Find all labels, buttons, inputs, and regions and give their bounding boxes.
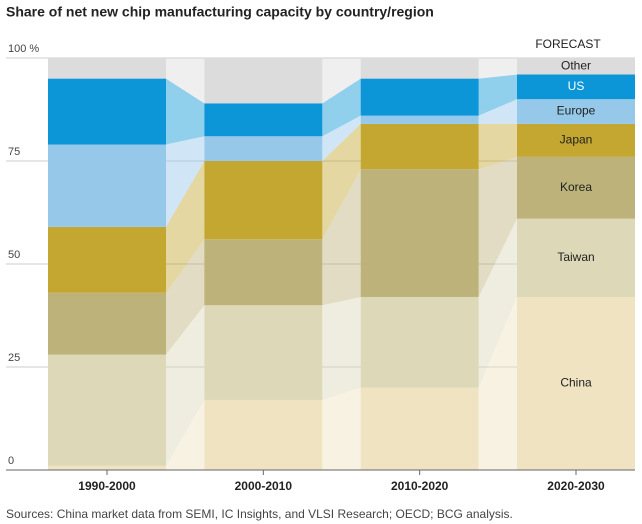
bar-segment: [360, 123, 479, 170]
ribbon: [166, 399, 205, 470]
y-tick-label: 75: [8, 146, 20, 158]
ribbon: [166, 78, 205, 145]
bar-segment: [517, 156, 635, 219]
y-tick-label: 0: [8, 455, 14, 467]
bar-segment: [48, 58, 166, 79]
ribbon: [478, 74, 517, 116]
y-tick-label: 50: [8, 249, 20, 261]
ribbon: [478, 218, 517, 388]
bar-segment: [48, 226, 166, 293]
bar-segment: [204, 305, 323, 400]
ribbons: [166, 58, 517, 470]
bar-segment: [517, 99, 635, 124]
series-label: Taiwan: [557, 250, 594, 264]
x-tick-label: 2010-2020: [391, 479, 449, 493]
ribbon: [166, 58, 205, 104]
ribbon: [166, 161, 205, 293]
bar-segment: [360, 58, 479, 79]
bar-segment: [204, 161, 323, 240]
bar-segment: [204, 103, 323, 137]
series-label: US: [568, 79, 585, 93]
bar-segment: [517, 74, 635, 100]
series-label: Japan: [560, 133, 593, 147]
series-label: Europe: [557, 104, 596, 118]
ribbon: [322, 387, 361, 470]
ribbon: [322, 78, 361, 137]
bar-segment: [360, 387, 479, 470]
x-tick-label: 2000-2010: [235, 479, 293, 493]
y-tick-label: 25: [8, 352, 20, 364]
series-label: China: [560, 376, 592, 390]
ribbon: [322, 123, 361, 240]
series-label: Other: [561, 58, 591, 72]
ribbon: [478, 296, 517, 470]
ribbon: [322, 115, 361, 161]
source: Sources: China market data from SEMI, IC…: [6, 507, 513, 521]
ribbon: [166, 136, 205, 227]
bar-segment: [360, 78, 479, 116]
bar-segment: [517, 296, 635, 470]
x-tick-label: 1990-2000: [78, 479, 136, 493]
bar-segment: [48, 78, 166, 145]
bar-segment: [48, 354, 166, 466]
ribbon: [478, 58, 517, 79]
bar-segment: [360, 169, 479, 297]
ribbon: [166, 305, 205, 466]
chart-title: Share of net new chip manufacturing capa…: [6, 4, 434, 20]
bar-segment: [517, 58, 635, 75]
y-tick-label: 100 %: [8, 43, 39, 55]
bar-segment: [204, 58, 323, 104]
ribbon: [478, 123, 517, 170]
series-label: Korea: [560, 180, 592, 194]
ribbon: [322, 58, 361, 104]
bar-segment: [48, 465, 166, 470]
bar-segment: [360, 115, 479, 124]
forecast-label: FORECAST: [535, 37, 601, 51]
bar-segment: [48, 144, 166, 227]
bar-segment: [204, 136, 323, 161]
bar-segment: [517, 123, 635, 157]
bar-segment: [204, 399, 323, 470]
ribbon: [478, 156, 517, 297]
bar-segment: [48, 292, 166, 355]
ribbon: [322, 296, 361, 400]
ribbon: [322, 169, 361, 306]
ribbon: [478, 99, 517, 124]
bar-segment: [360, 296, 479, 388]
ribbon: [166, 239, 205, 355]
bar-segment: [517, 218, 635, 297]
x-tick-label: 2020-2030: [547, 479, 605, 493]
bar-segment: [204, 239, 323, 306]
